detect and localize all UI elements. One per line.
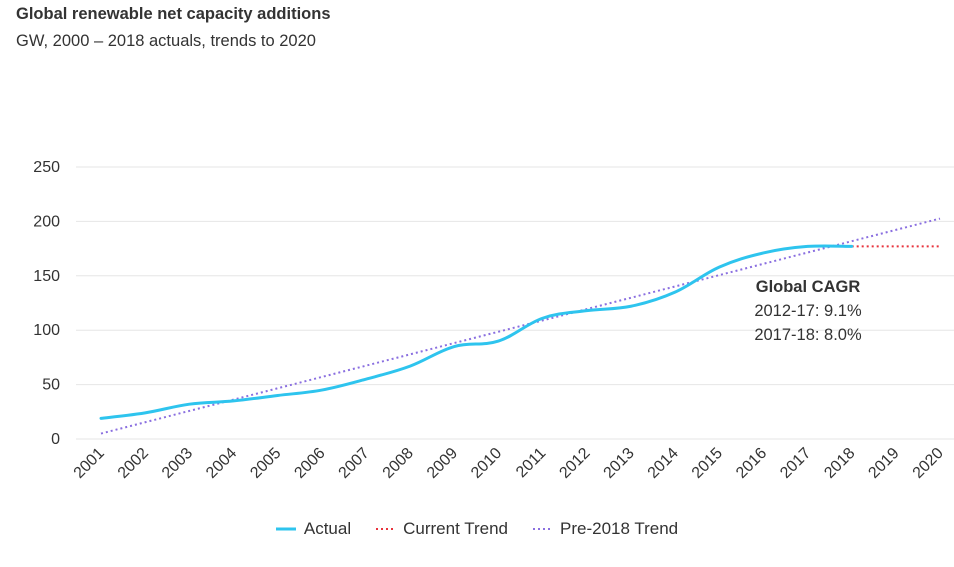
x-tick-label: 2005 [247,445,284,482]
x-tick-label: 2020 [910,445,947,482]
y-tick-label: 250 [33,159,60,176]
cagr-annotation-heading: Global CAGR [756,278,861,296]
legend-swatch-current-trend [376,528,396,530]
x-tick-label: 2002 [115,445,152,482]
x-tick-label: 2011 [513,445,549,481]
x-tick-label: 2008 [380,445,417,482]
legend-item-actual[interactable]: Actual [275,519,352,539]
series-line-actual [99,244,854,420]
series-lines [99,217,941,435]
cagr-annotation-line-2: 2017-18: 8.0% [754,326,862,344]
grid-lines [76,166,954,440]
chart-subtitle: GW, 2000 – 2018 actuals, trends to 2020 [16,32,316,50]
x-tick-label: 2007 [336,445,373,482]
x-tick-label: 2016 [733,445,770,482]
x-tick-label: 2003 [159,445,196,482]
chart-title: Global renewable net capacity additions [16,5,331,23]
legend-swatch-pre-2018-trend [533,528,552,530]
x-tick-label: 2006 [291,445,328,482]
legend-item-current-trend[interactable]: Current Trend [375,519,508,539]
y-axis-ticks: 0 50 100 150 200 250 [33,159,60,448]
x-tick-label: 2019 [865,445,902,482]
legend-item-pre-2018-trend[interactable]: Pre-2018 Trend [532,519,678,539]
x-tick-label: 2018 [821,445,858,482]
x-tick-label: 2009 [424,445,461,482]
x-tick-label: 2014 [645,445,682,482]
y-tick-label: 100 [33,322,60,339]
legend-label-actual: Actual [303,519,352,538]
legend-label-pre-2018-trend: Pre-2018 Trend [560,519,679,538]
x-tick-label: 2015 [689,445,726,482]
line-chart: 0 50 100 150 200 250 2001 2002 2003 2004 2005 2006… [33,159,954,482]
y-tick-label: 150 [33,268,60,285]
legend-swatch-actual [275,527,296,531]
chart-legend: Actual Current Trend Pre-2018 Trend [0,519,954,539]
cagr-annotation: Global CAGR 2012-17: 9.1% 2017-18: 8.0% [754,278,862,344]
series-line-pre-2018-trend [100,217,941,435]
y-tick-label: 0 [51,431,60,448]
x-tick-label: 2012 [556,445,593,482]
x-tick-label: 2004 [203,445,240,482]
x-tick-label: 2017 [777,445,814,482]
y-tick-label: 200 [33,213,60,230]
x-axis-ticks: 2001 2002 2003 2004 2005 2006 2007 2008 2009 2010… [71,445,947,482]
y-tick-label: 50 [42,377,60,394]
x-tick-label: 2001 [71,445,108,482]
legend-label-current-trend: Current Trend [403,519,508,538]
x-tick-label: 2013 [601,445,638,482]
cagr-annotation-line-1: 2012-17: 9.1% [754,302,862,320]
x-tick-label: 2010 [468,445,505,482]
